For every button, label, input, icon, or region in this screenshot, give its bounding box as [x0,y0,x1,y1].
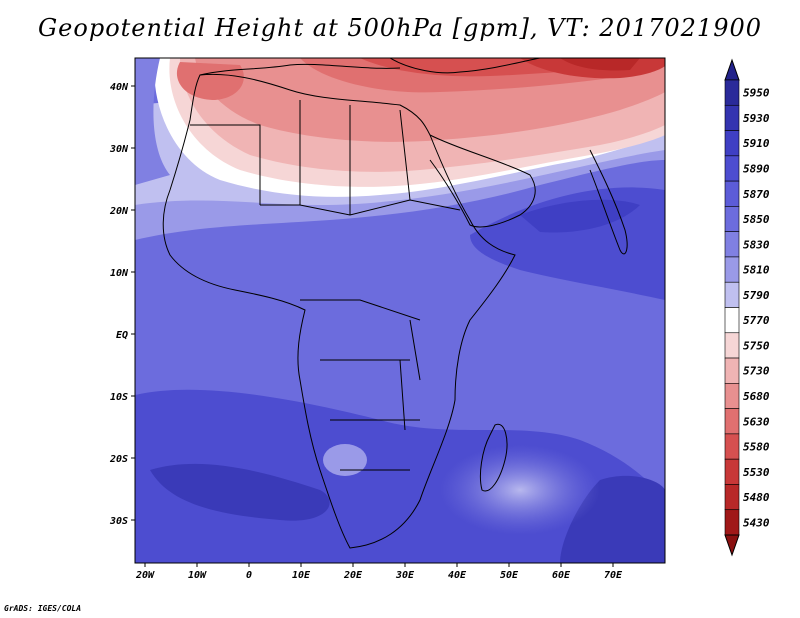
lat-tick-label: 40N [110,82,129,93]
colorbar-swatch [724,433,740,460]
colorbar-bottom-arrow [724,534,740,557]
lon-tick-label: 20W [135,570,155,581]
lon-tick-label: 40E [448,570,467,581]
height-field [135,58,665,563]
colorbar-level-label: 5580 [743,441,770,454]
lat-tick-label: 20N [109,206,129,217]
colorbar-level-label: 5680 [743,390,770,403]
colorbar-level-label: 5730 [743,365,770,378]
colorbar-swatch [724,79,740,106]
coastlines [162,58,628,549]
colorbar-level-label: 5870 [743,188,770,201]
lon-tick-label: 60E [552,570,571,581]
colorbar-level-label: 5890 [743,162,770,175]
lon-tick-label: 10E [292,570,311,581]
colorbar-level-label: 5850 [743,213,770,226]
colorbar-level-label: 5830 [743,238,770,251]
lon-tick-label: 70E [604,570,623,581]
map-frame [134,57,666,564]
colorbar-swatch [724,383,740,409]
lat-tick-label: 10S [110,392,128,403]
colorbar-level-label: 5770 [743,314,770,327]
lon-tick-label: 50E [500,570,519,581]
footer-credit: GrADS: IGES/COLA [4,604,82,613]
lat-tick-label: EQ [116,330,128,341]
colorbar-level-label: 5430 [743,516,770,529]
colorbar-level-label: 5630 [743,415,770,428]
latitude-axis: 40N 30N 20N 10N EQ 10S 20S 30S [109,82,135,527]
lon-tick-label: 30E [395,570,415,581]
colorbar-swatch [724,104,740,131]
colorbar-level-label: 5810 [743,264,770,277]
colorbar-swatch [724,281,740,308]
lat-tick-label: 30S [109,516,128,527]
map-title: Geopotential Height at 500hPa [gpm], VT:… [38,14,762,42]
colorbar-level-label: 5950 [743,87,770,100]
colorbar-level-label: 5530 [743,466,770,479]
colorbar-level-label: 5910 [743,137,770,150]
lat-tick-label: 20S [109,454,128,465]
colorbar-swatch [724,180,740,207]
colorbar-swatch [724,458,740,485]
colorbar-top-arrow [724,58,740,81]
colorbar-swatch [724,332,740,359]
lat-tick-label: 30N [109,144,129,155]
lon-tick-label: 10W [188,570,207,581]
colorbar-swatch [724,206,740,232]
colorbar-swatch [724,231,740,258]
colorbar-level-label: 5750 [743,339,770,352]
colorbar-level-label: 5790 [743,289,770,302]
colorbar: 5950 5930 5910 5890 5870 5850 5830 5810 5790 5770… [724,58,770,557]
colorbar-swatch [724,509,740,536]
colorbar-swatch [724,484,740,511]
lat-tick-label: 10N [110,268,129,279]
colorbar-swatch [724,357,740,384]
colorbar-level-label: 5930 [743,112,770,125]
colorbar-level-label: 5480 [743,491,770,504]
colorbar-swatch [724,408,740,435]
longitude-axis: 20W 10W 0 10E 20E 30E 40E 50E 60E 70E [135,563,623,581]
colorbar-swatch [724,155,740,182]
lon-tick-label: 0 [246,570,252,581]
colorbar-swatch [724,256,740,283]
colorbar-swatch [724,130,740,157]
colorbar-swatch [724,307,740,334]
lon-tick-label: 20E [343,570,363,581]
